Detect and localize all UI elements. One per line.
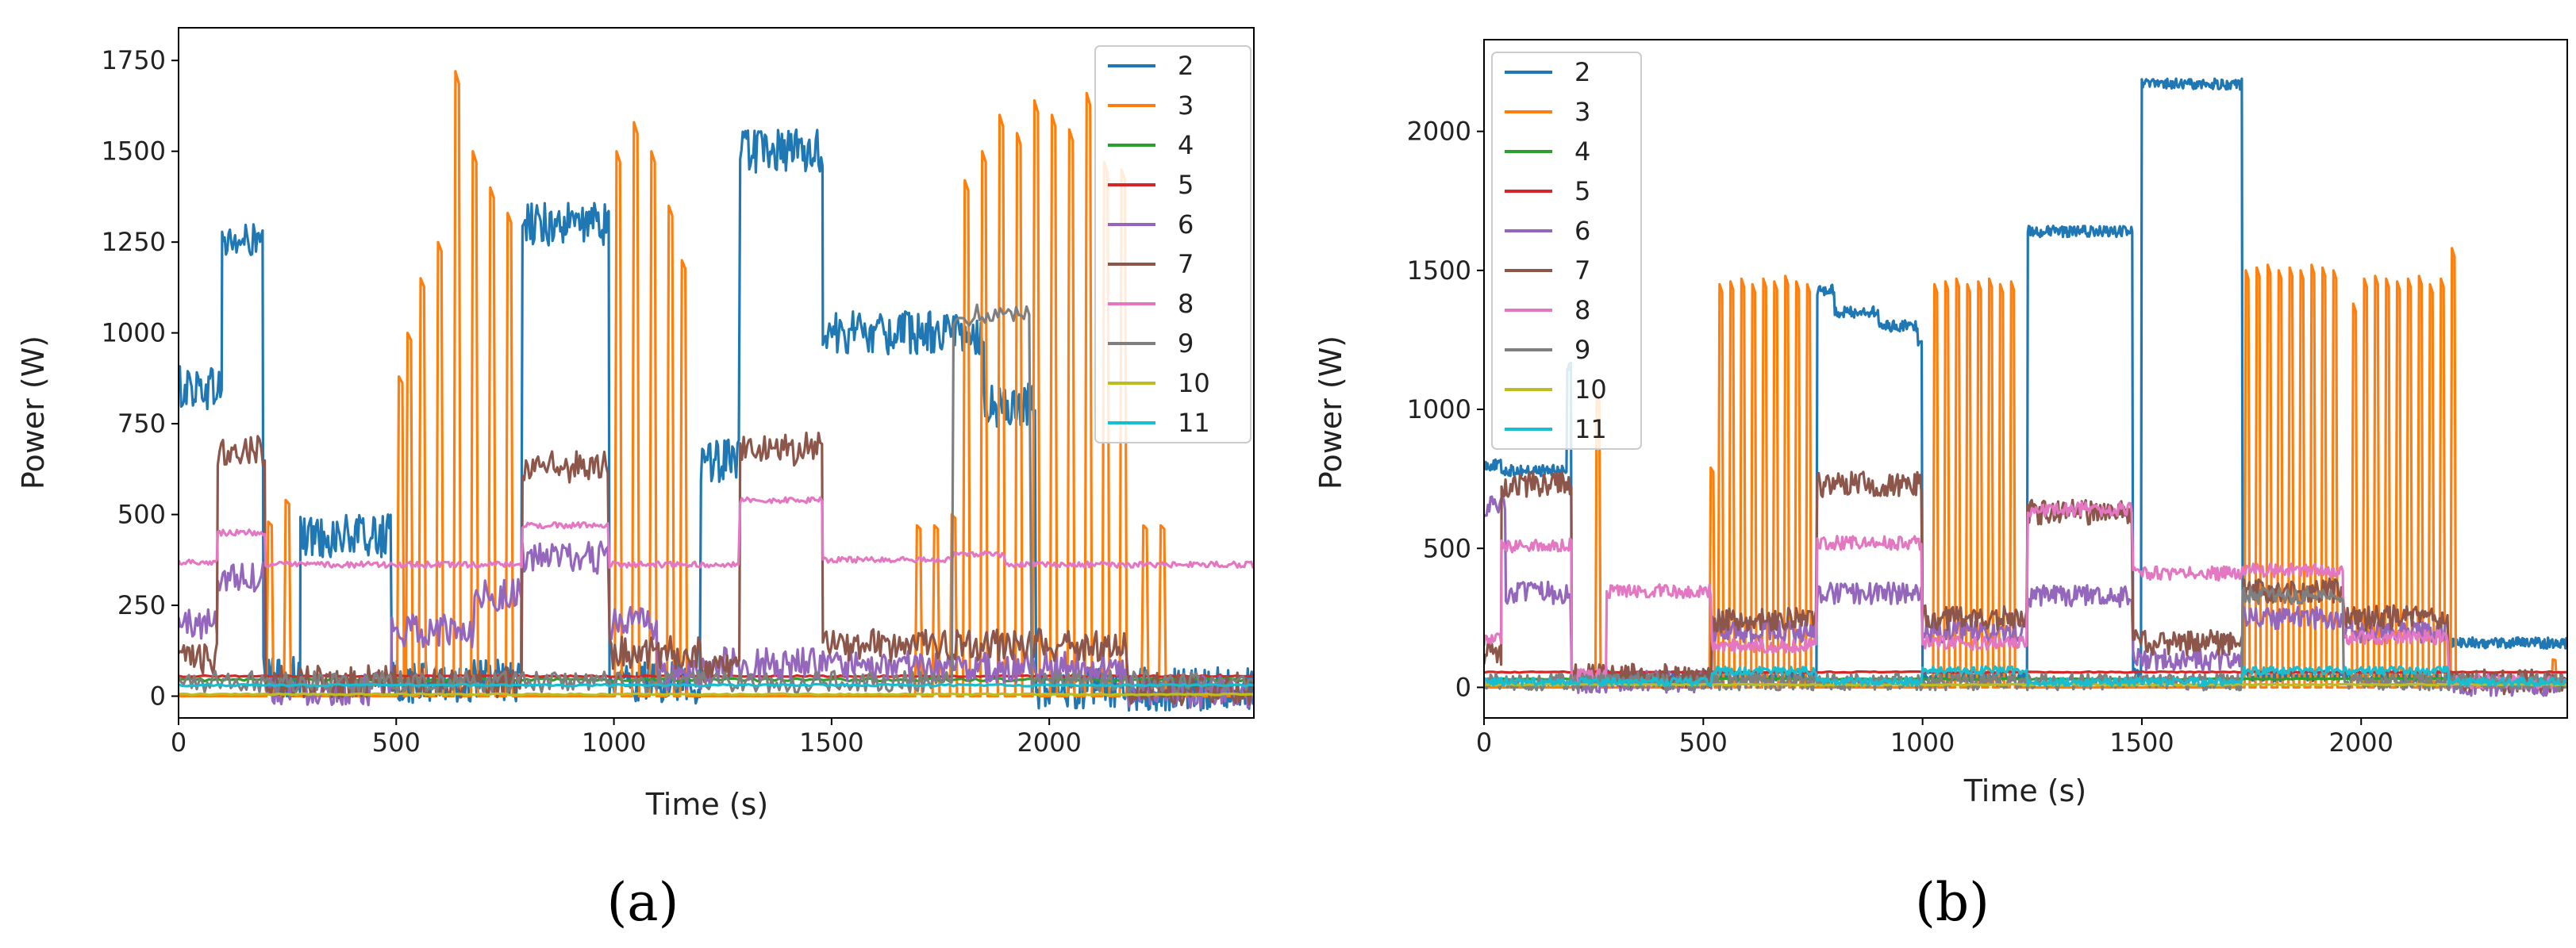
x-tick-label: 1000 <box>1890 727 1955 758</box>
series-8-line <box>179 496 1254 569</box>
panel-label-b: (b) <box>1915 872 1990 933</box>
x-tick-label: 500 <box>1679 727 1728 758</box>
legend-label-11: 11 <box>1574 414 1607 444</box>
series-7-line <box>179 432 1254 707</box>
legend-label-5: 5 <box>1574 176 1590 206</box>
x-axis-label-b: Time (s) <box>1963 773 2087 808</box>
y-tick-label: 0 <box>150 681 166 712</box>
legend-label-2: 2 <box>1178 51 1194 81</box>
legend-label-3: 3 <box>1574 97 1590 127</box>
y-tick-label: 1500 <box>102 136 166 167</box>
x-tick-label: 0 <box>171 727 186 758</box>
series-3-line <box>1484 247 2567 689</box>
legend-label-5: 5 <box>1178 170 1194 200</box>
legend-b: 2 3 4 5 6 7 8 9 10 11 <box>1491 52 1642 450</box>
series-9-line <box>179 303 1254 694</box>
y-tick-label: 500 <box>1423 533 1471 563</box>
y-tick-label: 750 <box>117 409 166 439</box>
y-tick-label: 1000 <box>102 318 166 348</box>
series-8-line <box>1484 501 2567 690</box>
series-7-line <box>1484 470 2567 696</box>
legend-label-8: 8 <box>1574 295 1590 325</box>
legend-label-9: 9 <box>1178 328 1194 359</box>
legend-label-2: 2 <box>1574 57 1590 87</box>
x-tick-label: 1000 <box>582 727 646 758</box>
y-tick-label: 250 <box>117 590 166 620</box>
axes-frame <box>178 27 1255 719</box>
y-axis-label-a: Power (W) <box>16 336 51 489</box>
legend-label-10: 10 <box>1178 368 1210 398</box>
y-tick-label: 1250 <box>102 227 166 257</box>
series-10-line <box>1484 682 2567 687</box>
legend-label-6: 6 <box>1178 209 1194 240</box>
legend-label-4: 4 <box>1178 130 1194 160</box>
legend-label-11: 11 <box>1178 408 1210 438</box>
x-tick-label: 2000 <box>1017 727 1081 758</box>
axes-frame <box>1483 39 2568 719</box>
legend-label-7: 7 <box>1574 255 1590 286</box>
x-tick-label: 0 <box>1476 727 1492 758</box>
legend-label-6: 6 <box>1574 216 1590 246</box>
x-tick-label: 500 <box>372 727 421 758</box>
series-10-line <box>179 692 1254 697</box>
legend-label-7: 7 <box>1178 249 1194 279</box>
x-tick-label: 1500 <box>799 727 863 758</box>
plot-area-b <box>1484 77 2567 697</box>
legend-label-3: 3 <box>1178 90 1194 121</box>
x-tick-label: 1500 <box>2109 727 2174 758</box>
y-tick-label: 2000 <box>1407 117 1471 147</box>
legend-label-8: 8 <box>1178 289 1194 319</box>
y-tick-label: 0 <box>1455 672 1471 702</box>
x-tick-label: 2000 <box>2329 727 2393 758</box>
panel-label-a: (a) <box>607 872 679 933</box>
x-axis-label-a: Time (s) <box>645 787 769 822</box>
y-axis-label-b: Power (W) <box>1313 336 1348 489</box>
y-tick-label: 1000 <box>1407 394 1471 424</box>
series-11-line <box>179 682 1254 688</box>
legend-label-4: 4 <box>1574 136 1590 167</box>
legend-a: 2 3 4 5 6 7 8 9 10 11 <box>1094 45 1251 443</box>
y-tick-label: 1750 <box>102 45 166 75</box>
chart-panel-a: Power (W) Time (s) (a) 0 500 1000 1500 2000 0… <box>16 27 1255 933</box>
plot-area-a <box>179 70 1254 712</box>
chart-panel-b: Power (W) Time (s) (b) 0 500 1000 1500 2000 0… <box>1313 39 2568 933</box>
legend-label-10: 10 <box>1574 374 1607 405</box>
y-tick-label: 500 <box>117 500 166 530</box>
y-tick-label: 1500 <box>1407 255 1471 286</box>
series-11-line <box>1484 665 2567 688</box>
series-3-line <box>179 70 1254 698</box>
legend-label-9: 9 <box>1574 335 1590 365</box>
